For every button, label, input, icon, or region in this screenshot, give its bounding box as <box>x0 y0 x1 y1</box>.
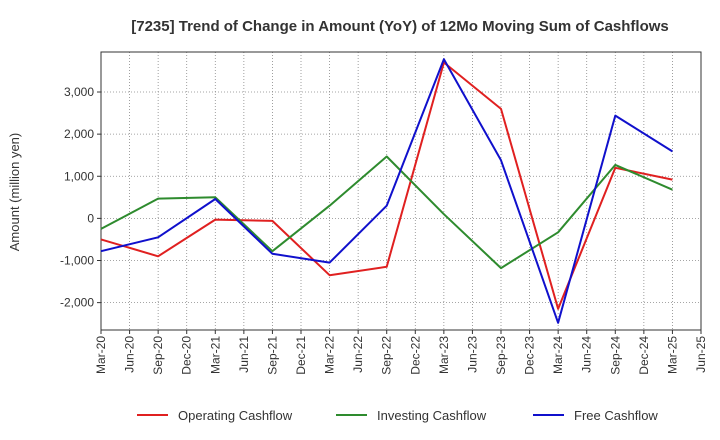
y-tick-label: 3,000 <box>64 85 94 99</box>
legend-label-investing-cashflow: Investing Cashflow <box>377 408 487 423</box>
y-axis-label: Amount (million yen) <box>7 133 22 252</box>
x-tick-label: Dec-20 <box>180 336 194 375</box>
x-tick-label: Jun-23 <box>465 336 479 373</box>
series-lines <box>100 58 673 324</box>
y-tick-label: 1,000 <box>64 169 94 183</box>
x-tick-label: Jun-21 <box>237 336 251 373</box>
x-tick-label: Jun-20 <box>123 336 137 373</box>
x-tick-label: Dec-23 <box>523 336 537 375</box>
x-tick-label: Mar-23 <box>437 336 451 374</box>
x-axis-ticks: Mar-20 Jun-20 Sep-20 Dec-20 Mar-21 Jun-21 Sep-… <box>94 330 708 375</box>
y-axis-ticks: 3,000 2,000 1,000 0 -1,000 -2,000 <box>60 85 101 310</box>
y-tick-label: 0 <box>87 211 94 225</box>
x-tick-label: Mar-24 <box>551 336 565 374</box>
plot-area <box>100 51 702 331</box>
y-tick-label: 2,000 <box>64 127 94 141</box>
x-tick-label: Sep-23 <box>494 336 508 375</box>
y-tick-label: -1,000 <box>60 254 94 268</box>
legend: Operating Cashflow Investing Cashflow Free… <box>137 408 658 423</box>
x-tick-label: Mar-20 <box>94 336 108 374</box>
series-line-investing-cashflow <box>100 155 673 270</box>
x-tick-label: Dec-24 <box>637 336 651 375</box>
x-tick-label: Jun-25 <box>694 336 708 373</box>
x-tick-label: Sep-20 <box>151 336 165 375</box>
x-tick-label: Mar-25 <box>665 336 679 374</box>
grid <box>101 52 701 330</box>
x-tick-label: Dec-21 <box>294 336 308 375</box>
legend-label-free-cashflow: Free Cashflow <box>574 408 658 423</box>
x-tick-label: Sep-21 <box>265 336 279 375</box>
y-tick-label: -2,000 <box>60 296 94 310</box>
series-line-free-cashflow <box>100 58 673 324</box>
x-tick-label: Dec-22 <box>408 336 422 375</box>
legend-label-operating-cashflow: Operating Cashflow <box>178 408 293 423</box>
x-tick-label: Mar-21 <box>208 336 222 374</box>
chart-title: [7235] Trend of Change in Amount (YoY) o… <box>131 18 669 35</box>
x-tick-label: Jun-24 <box>580 336 594 373</box>
x-tick-label: Sep-22 <box>380 336 394 375</box>
x-tick-label: Jun-22 <box>351 336 365 373</box>
x-tick-label: Sep-24 <box>608 336 622 375</box>
series-line-operating-cashflow <box>100 61 673 310</box>
x-tick-label: Mar-22 <box>323 336 337 374</box>
